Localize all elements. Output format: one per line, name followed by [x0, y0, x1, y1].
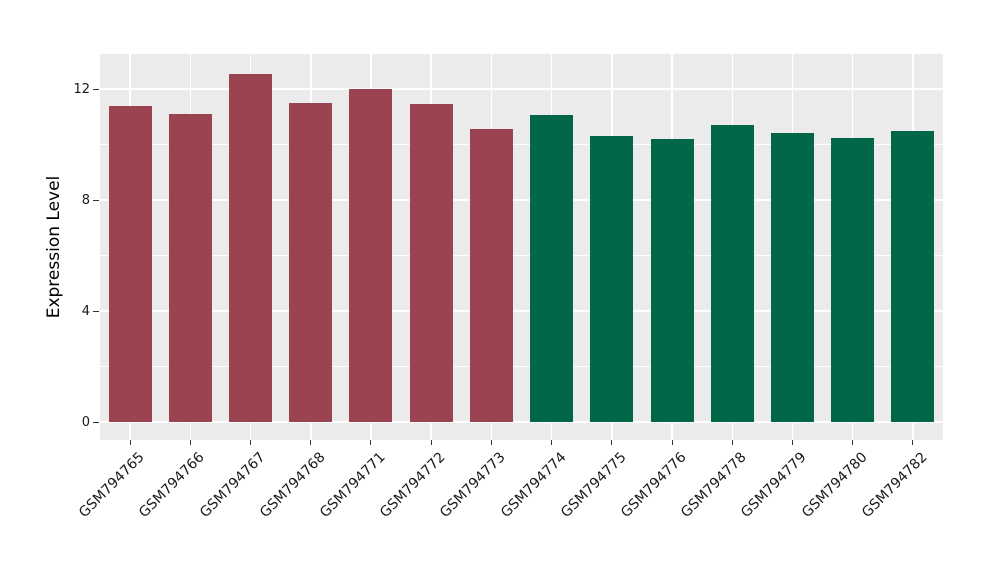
gridline-minor-h: [100, 144, 943, 145]
y-tick-mark: [93, 199, 99, 201]
x-tick-mark: [671, 440, 673, 445]
x-tick-mark: [310, 440, 312, 445]
y-tick-label-8: 8: [81, 193, 90, 208]
x-tick-mark: [129, 440, 131, 445]
x-tick-mark: [490, 440, 492, 445]
bar-GSM794774: [530, 115, 574, 422]
x-tick-mark: [791, 440, 793, 445]
y-tick-label-0: 0: [81, 415, 90, 430]
x-tick-mark: [370, 440, 372, 445]
y-tick-mark: [93, 421, 99, 423]
bar-GSM794778: [710, 125, 754, 422]
bar-GSM794771: [349, 89, 393, 422]
gridline-minor-h: [100, 255, 943, 256]
gridline-major-h: [100, 421, 943, 423]
bar-GSM794767: [229, 73, 273, 422]
x-tick-mark: [250, 440, 252, 445]
y-tick-mark: [93, 88, 99, 90]
bar-GSM794765: [108, 105, 152, 422]
gridline-major-h: [100, 199, 943, 201]
x-tick-mark: [430, 440, 432, 445]
x-tick-mark: [551, 440, 553, 445]
y-tick-label-12: 12: [73, 82, 90, 97]
bar-GSM794775: [590, 136, 634, 422]
bar-GSM794776: [650, 138, 694, 422]
y-tick-label-4: 4: [81, 304, 90, 319]
bar-GSM794782: [891, 130, 935, 422]
y-tick-mark: [93, 310, 99, 312]
bar-GSM794780: [831, 137, 875, 422]
x-tick-mark: [852, 440, 854, 445]
gridline-major-h: [100, 88, 943, 90]
plot-panel: [100, 54, 943, 440]
bar-GSM794768: [289, 102, 333, 422]
bar-GSM794773: [469, 129, 513, 422]
bar-GSM794772: [409, 104, 453, 422]
x-tick-mark: [611, 440, 613, 445]
gridline-major-h: [100, 310, 943, 312]
bar-GSM794766: [168, 113, 212, 422]
x-tick-mark: [189, 440, 191, 445]
bar-GSM794779: [770, 133, 814, 422]
x-tick-mark: [731, 440, 733, 445]
gridline-minor-h: [100, 366, 943, 367]
x-tick-mark: [912, 440, 914, 445]
